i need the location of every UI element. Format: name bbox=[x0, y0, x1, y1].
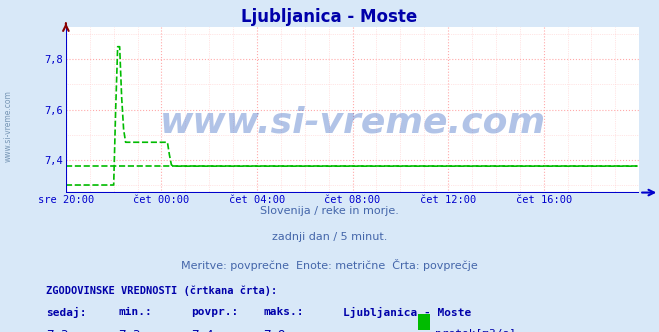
Text: povpr.:: povpr.: bbox=[191, 307, 239, 317]
Text: ZGODOVINSKE VREDNOSTI (črtkana črta):: ZGODOVINSKE VREDNOSTI (črtkana črta): bbox=[46, 286, 277, 296]
Text: zadnji dan / 5 minut.: zadnji dan / 5 minut. bbox=[272, 232, 387, 242]
Text: sedaj:: sedaj: bbox=[46, 307, 86, 318]
Text: 7,4: 7,4 bbox=[191, 329, 214, 332]
Text: Ljubljanica - Moste: Ljubljanica - Moste bbox=[343, 307, 471, 318]
Text: Meritve: povprečne  Enote: metrične  Črta: povprečje: Meritve: povprečne Enote: metrične Črta:… bbox=[181, 259, 478, 271]
Text: Ljubljanica - Moste: Ljubljanica - Moste bbox=[241, 8, 418, 26]
Text: 7,3: 7,3 bbox=[46, 329, 69, 332]
Text: Slovenija / reke in morje.: Slovenija / reke in morje. bbox=[260, 206, 399, 216]
Text: 7,3: 7,3 bbox=[119, 329, 141, 332]
Text: www.si-vreme.com: www.si-vreme.com bbox=[3, 90, 13, 162]
Text: maks.:: maks.: bbox=[264, 307, 304, 317]
Text: www.si-vreme.com: www.si-vreme.com bbox=[159, 106, 546, 140]
Text: min.:: min.: bbox=[119, 307, 152, 317]
Text: 7,9: 7,9 bbox=[264, 329, 286, 332]
Text: pretok[m3/s]: pretok[m3/s] bbox=[435, 329, 516, 332]
